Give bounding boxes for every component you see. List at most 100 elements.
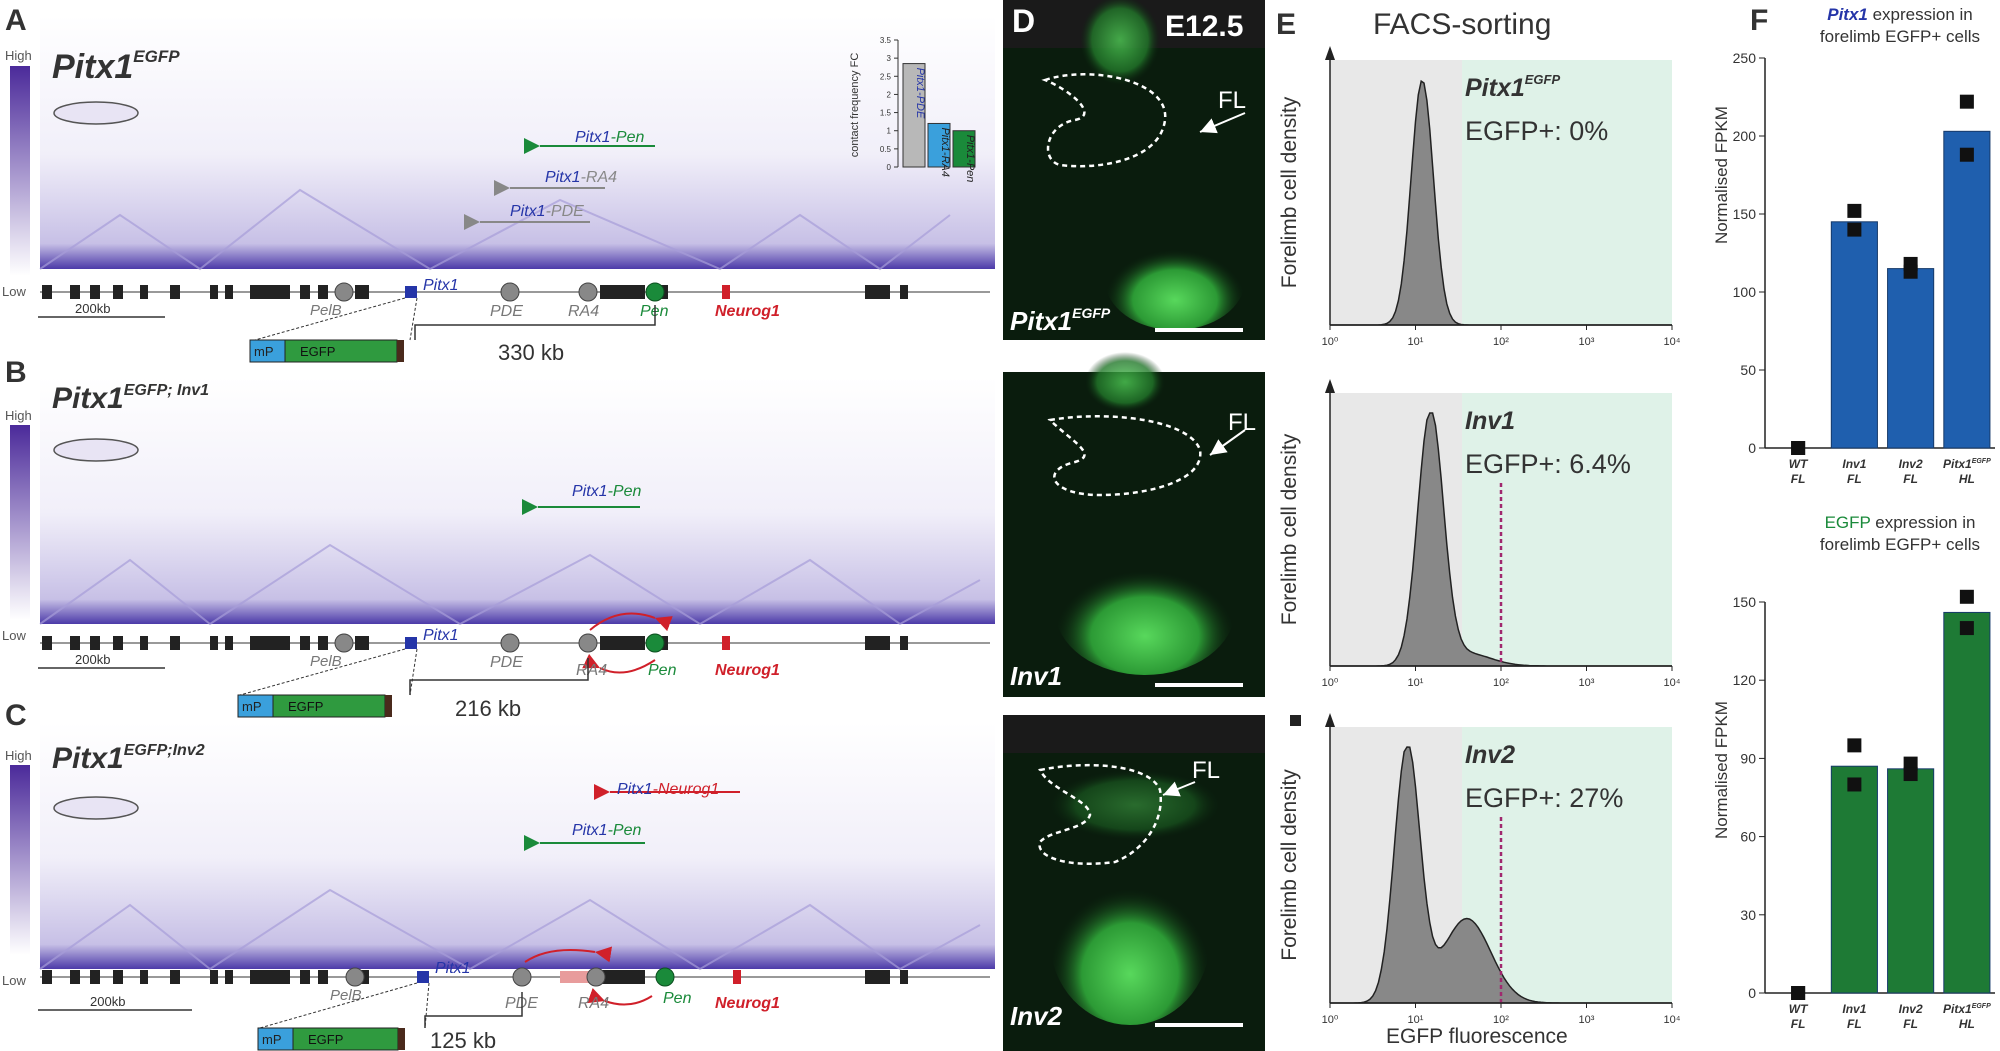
y-tick-label: 120	[1733, 672, 1757, 688]
arrow-gene-label: Pitx1	[510, 203, 546, 220]
y-tick-label: 0	[1748, 440, 1756, 456]
gene-label-ra4: RA4	[576, 662, 607, 679]
x-tick-label: 10²	[1493, 677, 1509, 689]
facs-percentage: EGFP+: 27%	[1465, 783, 1623, 813]
category-label: Pitx1EGFP	[1943, 1002, 1991, 1016]
panel-letter-f: F	[1750, 4, 1768, 37]
chart-title-line2: forelimb EGFP+ cells	[1820, 27, 1980, 46]
forelimb-outline	[1041, 73, 1167, 168]
panel-d: FL D E12.5 Pitx1EGFP FL Inv1 FL Inv2	[1003, 0, 1265, 1051]
scale-high-label: High	[5, 408, 32, 423]
positive-gate	[1462, 727, 1672, 1003]
neurog1-gene	[722, 636, 730, 650]
svg-text:Pitx1EGFP: Pitx1EGFP	[1010, 305, 1111, 336]
genome-track-b: PelB Pitx1 PDE RA4 Pen Neurog1 200kb mP …	[38, 612, 990, 721]
x-tick-label: 10¹	[1408, 336, 1424, 348]
facs-sample-label: Inv1	[1465, 407, 1515, 435]
gene-label-pde: PDE	[490, 303, 523, 320]
bar	[1887, 268, 1935, 449]
inset-bar-label: Pitx1-PDE	[914, 68, 926, 119]
x-tick-label: 10²	[1493, 1014, 1509, 1026]
facs-sample-name: Inv1	[1465, 407, 1515, 435]
category-label-top: Inv1	[1842, 457, 1866, 471]
category-label-bottom: HL	[1959, 1017, 1975, 1031]
chart-title-gene: EGFP	[1825, 513, 1871, 532]
gene-label-pitx1: Pitx1	[423, 627, 459, 644]
data-point	[1903, 264, 1918, 279]
image-label-sup: EGFP	[1072, 305, 1111, 321]
data-point	[1847, 222, 1862, 237]
neurog1-gene	[733, 970, 741, 984]
facs-xlabel: EGFP fluorescence	[1386, 1025, 1568, 1048]
facs-sample-sup: EGFP	[1525, 72, 1561, 87]
gene-label-pen: Pen	[648, 662, 677, 679]
facs-sample-name: Inv2	[1465, 741, 1515, 769]
stage-label: E12.5	[1165, 10, 1243, 43]
inset-bar	[952, 130, 976, 168]
image-label: Inv2	[1010, 1001, 1063, 1031]
category-label: WT	[1789, 1002, 1809, 1016]
category-label-top: Inv1	[1842, 1002, 1866, 1016]
panel-c: C High Low Pitx1EGFP;Inv2 Pitx1-Neurog1 …	[2, 699, 995, 988]
y-tick-label: 60	[1740, 829, 1756, 845]
panel-f: F Pitx1 expression in forelimb EGFP+ cel…	[1712, 4, 1995, 1031]
svg-text:Pitx1-Neurog1: Pitx1-Neurog1	[617, 781, 719, 798]
pde-enhancer	[512, 967, 532, 987]
arrow-gene-label: Pitx1	[545, 169, 581, 186]
arrow-target-label: -Pen	[608, 483, 642, 500]
bar	[1830, 765, 1878, 994]
category-label: Inv2	[1899, 1002, 1923, 1016]
x-tick-label: 10³	[1579, 677, 1595, 689]
arrow-target-label: -RA4	[581, 169, 618, 186]
square-marker-icon	[1290, 715, 1301, 726]
ra4-enhancer	[586, 967, 606, 987]
scalebar-label: 200kb	[75, 652, 110, 667]
scale-low-label: Low	[2, 628, 26, 643]
distance-label: 330 kb	[498, 340, 564, 365]
data-point	[1959, 94, 1974, 109]
scale-low-label: Low	[2, 973, 26, 988]
distance-bracket	[424, 992, 523, 1028]
construct-mp-label: mP	[242, 699, 262, 714]
petri-dish-icon	[53, 796, 139, 820]
data-point	[1791, 986, 1806, 1000]
tad-lines	[39, 188, 951, 271]
inset-bar	[902, 63, 926, 168]
panel-letter-d: D	[1012, 3, 1035, 39]
ra4-enhancer	[578, 633, 598, 653]
gene-label-pde: PDE	[490, 654, 523, 671]
image-label: Pitx1	[1010, 306, 1072, 336]
category-label-bottom: FL	[1791, 472, 1806, 486]
distance-bracket	[409, 658, 589, 695]
svg-text:Pitx1EGFP: Pitx1EGFP	[52, 47, 180, 86]
hic-map	[40, 15, 995, 269]
tad-lines	[39, 888, 981, 971]
panel-letter-b: B	[5, 356, 27, 389]
inset-tick-label: 0	[887, 163, 892, 172]
inset-bar-label: Pitx1-RA4	[939, 127, 951, 177]
y-tick-label: 50	[1740, 362, 1756, 378]
bar	[1943, 611, 1991, 994]
hic-map	[40, 377, 995, 624]
forelimb-outline	[1047, 415, 1202, 497]
gene-label-pelb: PelB	[330, 987, 362, 1004]
x-tick-label: 10³	[1579, 1014, 1595, 1026]
category-label-top: WT	[1789, 1002, 1809, 1016]
svg-text:Pitx1 expression in: Pitx1 expression in	[1827, 5, 1973, 24]
category-label-bottom: FL	[1847, 1017, 1862, 1031]
x-tick-label: 10²	[1493, 336, 1509, 348]
fl-label: FL	[1218, 87, 1246, 114]
panel-title: Pitx1	[52, 742, 124, 775]
facs-ylabel: Forelimb cell density	[1278, 769, 1301, 961]
arrow-gene-label: Pitx1	[572, 483, 608, 500]
bar	[1830, 221, 1878, 449]
bar	[1943, 130, 1991, 449]
x-tick-label: 10⁰	[1322, 677, 1339, 689]
svg-text:EGFP expression in: EGFP expression in	[1825, 513, 1976, 532]
gene-label-pitx1: Pitx1	[435, 960, 471, 977]
inset-bars: Pitx1-PDE Pitx1-RA4 Pitx1-Pen	[902, 63, 976, 182]
category-label-top: Inv2	[1899, 457, 1923, 471]
svg-text:Pitx1-Pen: Pitx1-Pen	[572, 483, 641, 500]
svg-text:Pitx1EGFP; Inv1: Pitx1EGFP; Inv1	[52, 382, 209, 415]
panel-a: A High Low Pitx1EGFP Pitx1-Pen Pitx1-RA4…	[2, 4, 995, 299]
